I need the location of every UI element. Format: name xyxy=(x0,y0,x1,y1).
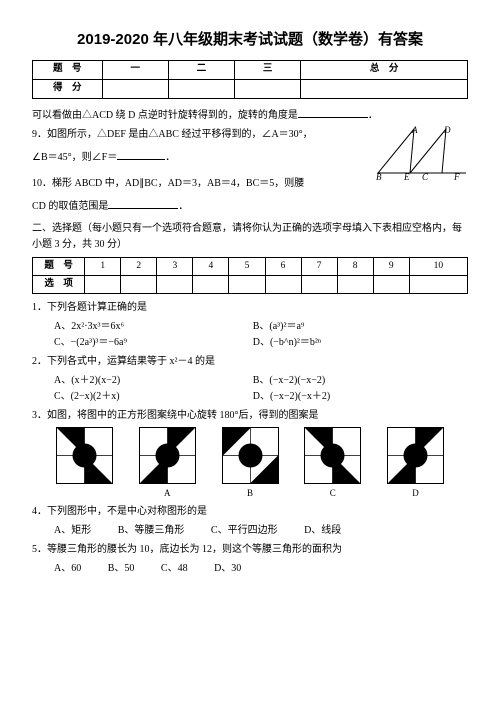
q5C: C、48 xyxy=(161,561,188,577)
q5-opts: A、60 B、50 C、48 D、30 xyxy=(54,561,468,577)
svg-text:D: D xyxy=(443,125,451,135)
ch-r3 xyxy=(157,276,193,294)
q4-stem: 4．下列图形中，不是中心对称图形的是 xyxy=(32,504,468,520)
triangle-diagram: A D B E C F xyxy=(376,125,468,181)
ch-h6: 6 xyxy=(265,258,301,276)
blank-cd xyxy=(108,198,178,209)
score-h4: 总 分 xyxy=(301,61,468,80)
blank-F xyxy=(117,149,165,160)
ch-r10 xyxy=(409,276,467,294)
patD-label: D xyxy=(387,486,444,500)
ch-r4 xyxy=(193,276,229,294)
q9-block: 9．如图所示，△DEF 是由△ABC 经过平移得到的，∠A＝30°， ∠B＝45… xyxy=(32,127,468,166)
blank-angle xyxy=(298,107,368,118)
page-title: 2019-2020 年八年级期末考试试题（数学卷）有答案 xyxy=(32,28,468,52)
svg-text:A: A xyxy=(411,125,418,135)
score-h0: 题 号 xyxy=(33,61,103,80)
q2-stem: 2．下列各式中，运算结果等于 x²－4 的是 xyxy=(32,354,468,370)
ch-r6 xyxy=(265,276,301,294)
ch-h4: 4 xyxy=(193,258,229,276)
q1A: A、2x²·3x³＝6x⁶ xyxy=(54,319,253,335)
svg-text:F: F xyxy=(453,172,460,181)
q5D: D、30 xyxy=(214,561,241,577)
score-r1 xyxy=(102,80,168,99)
svg-text:B: B xyxy=(376,172,382,181)
score-r3 xyxy=(235,80,301,99)
q2C: C、(2−x)(2＋x) xyxy=(54,389,253,405)
pattern-C: C xyxy=(304,427,361,500)
q10-cd-wrap: CD 的取值范围是． xyxy=(32,198,468,215)
section2-head: 二、选择题（每小题只有一个选项符合题意，请将你认为正确的选项字母填入下表相应空格… xyxy=(32,221,468,253)
pattern-orig xyxy=(56,427,113,500)
pre-q9-label: 可以看做由△ACD 绕 D 点逆时针旋转得到的，旋转的角度是 xyxy=(32,110,298,121)
ch-h9: 9 xyxy=(373,258,409,276)
score-r2 xyxy=(168,80,234,99)
ch-r0: 选 项 xyxy=(33,276,85,294)
q2D: D、(−x−2)(−x＋2) xyxy=(253,389,452,405)
pre-q9-text: 可以看做由△ACD 绕 D 点逆时针旋转得到的，旋转的角度是． xyxy=(32,107,468,124)
ch-r9 xyxy=(373,276,409,294)
q1-opts1: A、2x²·3x³＝6x⁶ B、(a³)²＝a⁹ xyxy=(54,319,468,335)
ch-r8 xyxy=(337,276,373,294)
score-h1: 一 xyxy=(102,61,168,80)
pattern-B: B xyxy=(222,427,279,500)
ch-r7 xyxy=(301,276,337,294)
ch-r1 xyxy=(85,276,121,294)
svg-text:E: E xyxy=(403,172,410,181)
ch-h3: 3 xyxy=(157,258,193,276)
q5B: B、50 xyxy=(108,561,135,577)
q4-opts: A、矩形 B、等腰三角形 C、平行四边形 D、线段 xyxy=(54,523,468,539)
q2-opts1: A、(x＋2)(x−2) B、(−x−2)(−x−2) xyxy=(54,373,468,389)
ch-r5 xyxy=(229,276,265,294)
ch-h7: 7 xyxy=(301,258,337,276)
svg-text:C: C xyxy=(422,172,429,181)
q4B: B、等腰三角形 xyxy=(118,523,185,539)
ch-h10: 10 xyxy=(409,258,467,276)
ch-r2 xyxy=(121,276,157,294)
score-h2: 二 xyxy=(168,61,234,80)
pattern-A: A xyxy=(139,427,196,500)
q5A: A、60 xyxy=(54,561,81,577)
q4A: A、矩形 xyxy=(54,523,91,539)
q1D: D、(−b^n)²＝b²ⁿ xyxy=(253,335,452,351)
score-r4 xyxy=(301,80,468,99)
q1B: B、(a³)²＝a⁹ xyxy=(253,319,452,335)
score-table: 题 号 一 二 三 总 分 得 分 xyxy=(32,60,468,99)
q4C: C、平行四边形 xyxy=(211,523,278,539)
score-h3: 三 xyxy=(235,61,301,80)
q2-opts2: C、(2−x)(2＋x) D、(−x−2)(−x＋2) xyxy=(54,389,468,405)
q10-cd: CD 的取值范围是 xyxy=(32,201,108,212)
ch-h2: 2 xyxy=(121,258,157,276)
ch-h8: 8 xyxy=(337,258,373,276)
ch-h1: 1 xyxy=(85,258,121,276)
q1C: C、−(2a³)³＝−6a⁹ xyxy=(54,335,253,351)
patA-label: A xyxy=(139,486,196,500)
patC-label: C xyxy=(304,486,361,500)
patterns-row: A B C xyxy=(56,427,444,500)
q9-line2: ∠B＝45°，则∠F＝ xyxy=(32,152,117,163)
patB-label: B xyxy=(222,486,279,500)
score-r0: 得 分 xyxy=(33,80,103,99)
q3-stem: 3．如图，将图中的正方形图案绕中心旋转 180°后，得到的图案是 xyxy=(32,408,468,424)
q2A: A、(x＋2)(x−2) xyxy=(54,373,253,389)
q5-stem: 5．等腰三角形的腰长为 10，底边长为 12，则这个等腰三角形的面积为 xyxy=(32,542,468,558)
q4D: D、线段 xyxy=(304,523,341,539)
q1-opts2: C、−(2a³)³＝−6a⁹ D、(−b^n)²＝b²ⁿ xyxy=(54,335,468,351)
pattern-D: D xyxy=(387,427,444,500)
q2B: B、(−x−2)(−x−2) xyxy=(253,373,452,389)
choice-table: 题 号 1 2 3 4 5 6 7 8 9 10 选 项 xyxy=(32,257,468,294)
q1-stem: 1．下列各题计算正确的是 xyxy=(32,300,468,316)
ch-h5: 5 xyxy=(229,258,265,276)
ch-h0: 题 号 xyxy=(33,258,85,276)
